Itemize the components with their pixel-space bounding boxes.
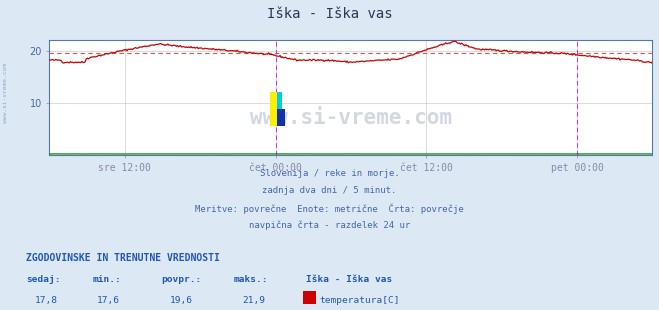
Text: 17,6: 17,6	[98, 296, 120, 305]
Text: www.si-vreme.com: www.si-vreme.com	[3, 63, 8, 123]
Text: zadnja dva dni / 5 minut.: zadnja dva dni / 5 minut.	[262, 186, 397, 195]
Text: maks.:: maks.:	[234, 275, 268, 284]
Bar	[270, 92, 277, 126]
Text: temperatura[C]: temperatura[C]	[320, 296, 400, 305]
Text: ZGODOVINSKE IN TRENUTNE VREDNOSTI: ZGODOVINSKE IN TRENUTNE VREDNOSTI	[26, 253, 220, 263]
Text: 21,9: 21,9	[243, 296, 265, 305]
Text: navpična črta - razdelek 24 ur: navpična črta - razdelek 24 ur	[249, 220, 410, 230]
Bar	[277, 109, 285, 126]
Text: www.si-vreme.com: www.si-vreme.com	[250, 108, 452, 128]
Text: 17,8: 17,8	[35, 296, 57, 305]
Text: Meritve: povrečne  Enote: metrične  Črta: povrečje: Meritve: povrečne Enote: metrične Črta: …	[195, 203, 464, 214]
Text: min.:: min.:	[92, 275, 121, 284]
Bar	[277, 92, 281, 126]
Text: Slovenija / reke in morje.: Slovenija / reke in morje.	[260, 169, 399, 178]
Text: 19,6: 19,6	[170, 296, 192, 305]
Text: Iška - Iška vas: Iška - Iška vas	[306, 275, 393, 284]
Text: sedaj:: sedaj:	[26, 275, 61, 284]
Text: povpr.:: povpr.:	[161, 275, 202, 284]
Text: Iška - Iška vas: Iška - Iška vas	[267, 7, 392, 21]
